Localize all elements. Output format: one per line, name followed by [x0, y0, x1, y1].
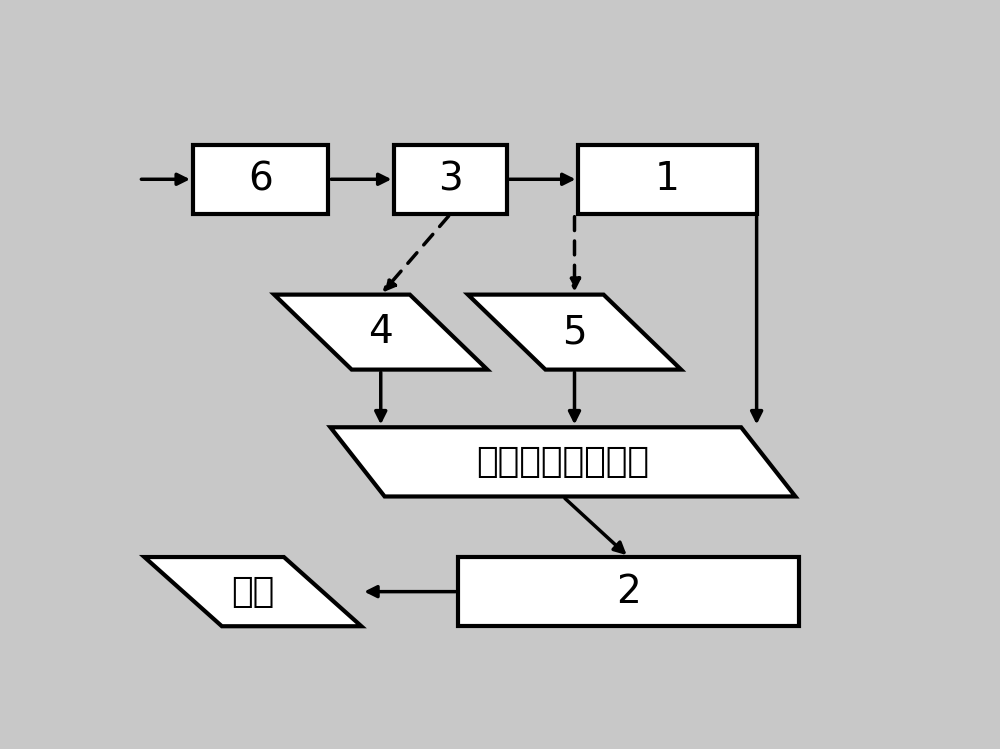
Polygon shape: [144, 557, 361, 626]
Text: 2: 2: [616, 573, 641, 610]
Polygon shape: [468, 294, 681, 369]
Text: 第一泛频发射光谱: 第一泛频发射光谱: [476, 445, 649, 479]
Text: 温度: 温度: [231, 574, 274, 609]
Bar: [458, 557, 799, 626]
Bar: [578, 145, 757, 214]
Text: 4: 4: [368, 313, 393, 351]
Text: 6: 6: [248, 160, 273, 198]
Text: 3: 3: [438, 160, 463, 198]
Bar: [193, 145, 328, 214]
Text: 5: 5: [562, 313, 587, 351]
Polygon shape: [274, 294, 487, 369]
Text: 1: 1: [655, 160, 680, 198]
Polygon shape: [330, 427, 795, 497]
Bar: [394, 145, 507, 214]
